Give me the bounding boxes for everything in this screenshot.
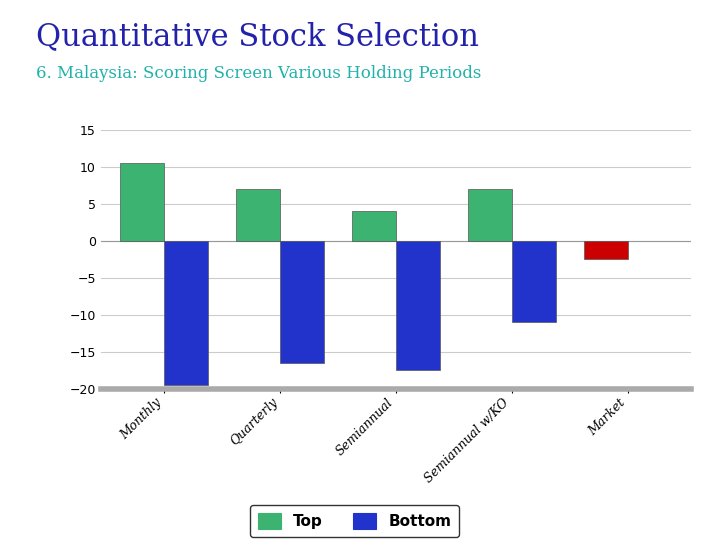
- Bar: [512, 241, 556, 322]
- Bar: [352, 211, 396, 241]
- Bar: [583, 241, 628, 259]
- Legend: Top, Bottom: Top, Bottom: [251, 505, 459, 537]
- Bar: [164, 241, 209, 385]
- Bar: [468, 189, 512, 241]
- Bar: [236, 189, 280, 241]
- Bar: [280, 241, 324, 363]
- Text: 6. Malaysia: Scoring Screen Various Holding Periods: 6. Malaysia: Scoring Screen Various Hold…: [36, 65, 482, 82]
- Text: Quantitative Stock Selection: Quantitative Stock Selection: [36, 22, 479, 52]
- Bar: [120, 163, 164, 241]
- Bar: [396, 241, 440, 370]
